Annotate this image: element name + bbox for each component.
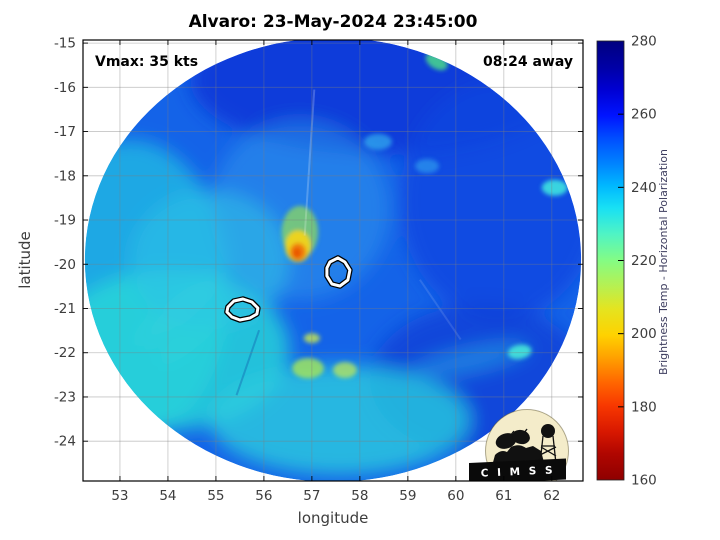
brightness-temp-feature [209,365,470,475]
y-tick-labels: -15 -16 -17 -18 -19 -20 -21 -22 -23 -24 [54,36,76,450]
mauritius-outline-inner [325,256,352,288]
brightness-temp-feature [333,362,357,378]
satellite-dish-icon [512,429,530,445]
y-tick-label: -21 [54,301,76,317]
colorbar: 280 260 240 220 200 180 160 [596,34,657,489]
x-tick-label: 54 [159,488,176,504]
chart-title: Alvaro: 23-May-2024 23:45:00 [189,12,478,32]
colorbar-ticks [618,113,624,408]
swath-seam [419,279,462,341]
y-tick-label: -24 [54,434,76,450]
colorbar-tick-label: 240 [631,180,657,196]
water-tower-lattice [539,435,557,465]
plot-area: C I M S S [83,40,583,481]
plot-border [82,39,584,482]
x-tick-labels: 53 54 55 56 57 58 59 60 61 62 [111,488,560,504]
cimss-banner-text: C I M S S [480,464,555,479]
x-tick-label: 55 [207,488,224,504]
y-tick-label: -15 [54,36,76,52]
x-tick-label: 57 [303,488,320,504]
brightness-temp-feature [364,133,393,150]
vmax-label: Vmax: 35 kts [95,54,198,70]
x-tick-label: 60 [447,488,464,504]
gridlines [83,40,583,481]
x-tick-label: 59 [399,488,416,504]
x-tick-label: 58 [351,488,368,504]
y-tick-label: -20 [54,257,76,273]
y-tick-label: -22 [54,345,76,361]
cimss-logo-art [469,409,569,481]
y-tick-label: -17 [54,124,76,140]
colorbar-tick-label: 200 [631,326,657,342]
brightness-temp-feature [541,179,568,196]
cimss-logo: C I M S S [469,409,569,481]
y-tick-label: -23 [54,389,76,405]
brightness-temp-feature [156,303,232,368]
island-contours [224,255,353,323]
colorbar-tick-label: 180 [631,399,657,415]
axis-ticks [83,40,583,481]
brightness-temp-feature [303,333,321,343]
brightness-temp-feature [507,344,532,360]
x-tick-label: 61 [495,488,512,504]
cimss-banner [469,458,566,481]
colorbar-tick-label: 160 [631,473,657,489]
brightness-temp-feature [292,358,324,379]
swath-seam [235,329,261,396]
y-tick-label: -19 [54,213,76,229]
swath-seam [303,89,316,236]
y-tick-label: -18 [54,168,76,184]
brightness-temp-feature [130,189,291,330]
brightness-temp-feature [293,247,301,258]
brightness-temp-feature [136,272,224,347]
brightness-temp-feature [411,343,529,378]
colorbar-tick-label: 260 [631,107,657,123]
colorbar-tick-label: 220 [631,253,657,269]
y-tick-label: -16 [54,80,76,96]
brightness-temp-feature [415,158,440,174]
colorbar-tick-label: 280 [631,34,657,50]
x-tick-label: 56 [255,488,272,504]
satellite-dish-icon [495,433,517,449]
x-tick-label: 62 [543,488,560,504]
eta-label: 08:24 away [483,54,573,70]
x-axis-label: longitude [298,509,369,527]
water-tower-icon [541,424,555,438]
colorbar-label: Brightness Temp - Horizontal Polarizatio… [657,149,670,375]
y-axis-label: latitude [16,231,34,289]
colorbar-tick-labels: 280 260 240 220 200 180 160 [631,34,657,489]
reunion-outline-inner [225,297,260,322]
swath-fine-features [281,53,568,379]
x-tick-label: 53 [111,488,128,504]
